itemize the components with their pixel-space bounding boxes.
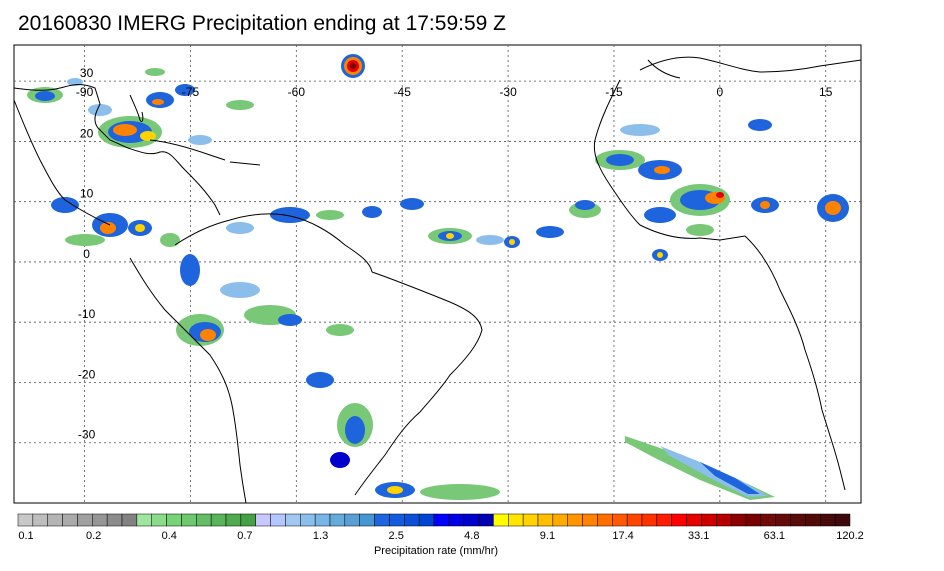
colorbar [17, 513, 851, 527]
colorbar-swatch [552, 513, 568, 527]
longitude-labels: -90 -75 -60 -45 -30 -15 0 15 [76, 85, 833, 99]
colorbar-swatch [151, 513, 167, 527]
latitude-label: -30 [78, 428, 96, 442]
colorbar-swatch [47, 513, 63, 527]
colorbar-swatch [656, 513, 672, 527]
colorbar-swatch [597, 513, 613, 527]
colorbar-swatch [686, 513, 702, 527]
colorbar-swatch [181, 513, 197, 527]
colorbar-swatch [478, 513, 494, 527]
rain-cluster-west-africa [595, 119, 849, 261]
colorbar-swatch [166, 513, 182, 527]
colorbar-swatch [508, 513, 524, 527]
colorbar-tick-label: 17.4 [612, 530, 633, 542]
longitude-label: -15 [605, 85, 623, 99]
map-title: 20160830 IMERG Precipitation ending at 1… [18, 12, 506, 35]
longitude-label: 15 [819, 85, 833, 99]
rain-band-south-atlantic [625, 436, 775, 500]
longitude-label: -45 [394, 85, 412, 99]
colorbar-swatch [32, 513, 48, 527]
hurricane-cell [341, 54, 365, 78]
latitude-label: 30 [80, 66, 94, 80]
colorbar-swatch [359, 513, 375, 527]
colorbar-swatch [62, 513, 78, 527]
colorbar-tick-label: 0.4 [162, 530, 177, 542]
colorbar-swatch [314, 513, 331, 527]
map-frame [13, 44, 862, 504]
colorbar-swatch [567, 513, 583, 527]
colorbar-swatch [463, 513, 479, 527]
longitude-label: -90 [76, 85, 94, 99]
colorbar-title: Precipitation rate (mm/hr) [374, 545, 498, 557]
colorbar-swatch [285, 513, 301, 527]
colorbar-swatch [329, 513, 346, 527]
colorbar-swatch [17, 513, 34, 527]
colorbar-swatch [730, 513, 747, 527]
colorbar-swatch [820, 513, 836, 527]
colorbar-swatch [582, 513, 598, 527]
colorbar-tick-label: 0.1 [18, 530, 33, 542]
colorbar-swatch [106, 513, 123, 527]
latitude-label: 0 [83, 247, 90, 261]
precipitation-field [27, 54, 849, 500]
colorbar-swatch [92, 513, 108, 527]
longitude-label: 0 [716, 85, 723, 99]
colorbar-tick-label: 33.1 [688, 530, 709, 542]
longitude-label: -75 [182, 85, 200, 99]
colorbar-swatch [537, 513, 554, 527]
rain-cluster-amazon [176, 254, 500, 500]
colorbar-swatch [196, 513, 212, 527]
rain-cluster-gulf [27, 68, 254, 148]
longitude-label: -30 [499, 85, 517, 99]
rain-band-itcz-atlantic [362, 198, 601, 248]
colorbar-swatch [641, 513, 658, 527]
colorbar-tick-label: 2.5 [389, 530, 404, 542]
colorbar-swatch [626, 513, 643, 527]
colorbar-swatch [671, 513, 687, 527]
colorbar-tick-label: 0.2 [86, 530, 101, 542]
colorbar-swatch [240, 513, 256, 527]
colorbar-swatch [701, 513, 717, 527]
colorbar-swatch [775, 513, 791, 527]
colorbar-swatch [225, 513, 242, 527]
colorbar-tick-label: 4.8 [464, 530, 479, 542]
colorbar-swatch [493, 513, 509, 527]
colorbar-tick-label: 63.1 [764, 530, 785, 542]
colorbar-tick-label: 1.3 [313, 530, 328, 542]
colorbar-swatch [745, 513, 762, 527]
colorbar-swatch [210, 513, 227, 527]
colorbar-tick-labels: 0.1 0.2 0.4 0.7 1.3 2.5 4.8 9.1 17.4 33.1 63.1 120.… [18, 530, 863, 542]
colorbar-swatch [255, 513, 271, 527]
colorbar-swatch [760, 513, 776, 527]
latitude-label: -20 [78, 367, 96, 381]
colorbar-swatch [389, 513, 405, 527]
colorbar-swatch [834, 513, 851, 527]
colorbar-swatch [404, 513, 420, 527]
colorbar-tick-label: 9.1 [540, 530, 555, 542]
colorbar-swatch [716, 513, 732, 527]
latitude-labels: 30 20 10 0 -10 -20 -30 [78, 66, 96, 442]
colorbar-tick-label: 0.7 [237, 530, 252, 542]
latitude-label: 20 [80, 126, 94, 140]
latitude-label: -10 [78, 307, 96, 321]
colorbar-swatch [136, 513, 152, 527]
latitude-label: 10 [80, 187, 94, 201]
colorbar-swatch [418, 513, 435, 527]
colorbar-swatch [805, 513, 821, 527]
colorbar-tick-label: 120.2 [836, 530, 864, 542]
colorbar-swatch [433, 513, 450, 527]
colorbar-swatch [790, 513, 806, 527]
colorbar-swatch [522, 513, 539, 527]
colorbar-swatch [448, 513, 464, 527]
colorbar-swatch [121, 513, 138, 527]
colorbar-swatch [374, 513, 390, 527]
colorbar-swatch [77, 513, 93, 527]
longitude-label: -60 [288, 85, 306, 99]
colorbar-swatch [270, 513, 286, 527]
colorbar-swatch [300, 513, 316, 527]
colorbar-swatch [612, 513, 628, 527]
colorbar-swatch [344, 513, 360, 527]
coastlines [13, 56, 862, 504]
